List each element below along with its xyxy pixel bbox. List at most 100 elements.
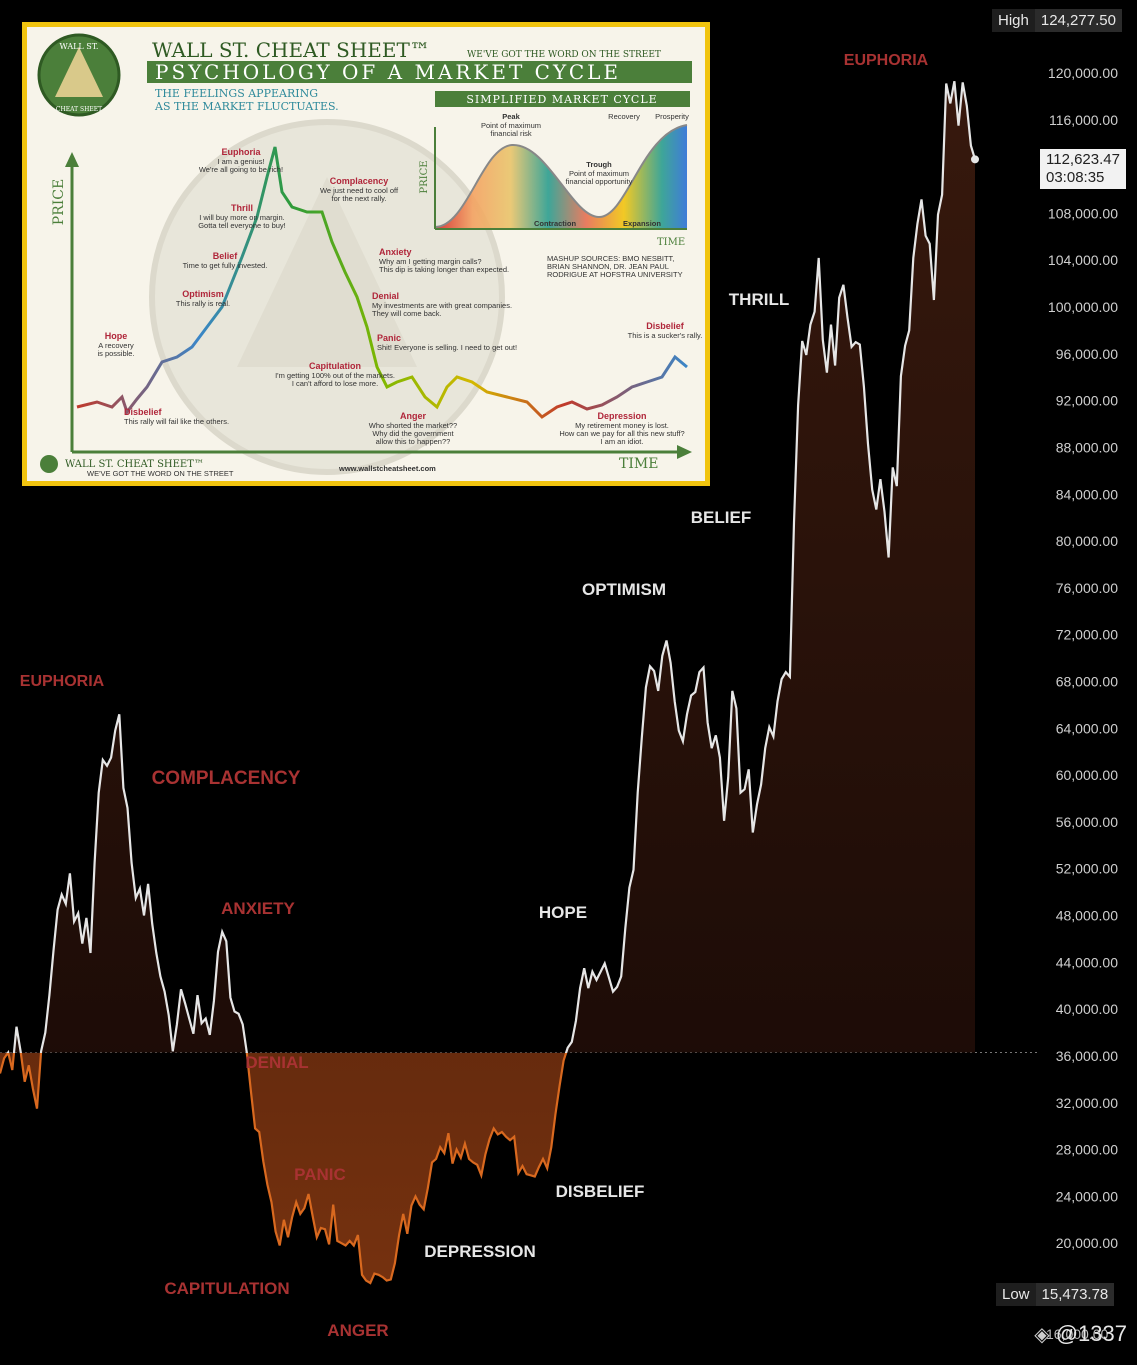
phase-label-optimism: OPTIMISM — [582, 580, 666, 599]
high-value: 124,277.50 — [1034, 9, 1122, 32]
watermark-text: @1337 — [1055, 1321, 1127, 1346]
price-line-below — [0, 1053, 568, 1285]
y-tick-label: 52,000.00 — [1056, 861, 1118, 877]
simplified-banner — [435, 91, 690, 107]
emotion-quote: My investments are with great companies. — [372, 301, 512, 310]
main-time-label: TIME — [619, 456, 658, 472]
title-banner — [147, 61, 692, 83]
emotion-capitulation: Capitulation — [309, 361, 361, 371]
simplified-title: SIMPLIFIED MARKET CYCLE — [466, 93, 657, 106]
trough-note-2: financial opportunity — [566, 177, 633, 186]
emotion-quote: for the next rally. — [332, 194, 387, 203]
emotion-quote: I'm getting 100% out of the markets. — [275, 371, 395, 380]
watermark: ◈ @1337 — [1034, 1321, 1127, 1347]
phase-label-capitulation: CAPITULATION — [164, 1279, 289, 1298]
emotion-quote: I am an idiot. — [601, 437, 644, 446]
emotion-quote: Shit! Everyone is selling. I need to get… — [377, 343, 517, 352]
emotion-quote: This is a sucker's rally. — [628, 331, 703, 340]
phase-label-thrill: THRILL — [729, 290, 789, 309]
last-price-box: 112,623.47 03:08:35 — [1040, 149, 1126, 189]
overlay-tick-label: 16,000.00 — [1046, 1326, 1109, 1342]
emotion-quote: This dip is taking longer than expected. — [379, 265, 509, 274]
y-tick-label: 20,000.00 — [1056, 1235, 1118, 1251]
sources-2: BRIAN SHANNON, DR. JEAN PAUL — [547, 262, 669, 271]
simplified-price-label: PRICE — [419, 160, 430, 193]
y-tick-label: 80,000.00 — [1056, 533, 1118, 549]
phase-label-anxiety: ANXIETY — [221, 899, 295, 918]
y-tick-label: 48,000.00 — [1056, 908, 1118, 924]
y-tick-label: 100,000.00 — [1048, 299, 1118, 315]
peak-note-1: Point of maximum — [481, 121, 541, 130]
market-cycle-infographic: WALL ST. CHEAT SHEET WALL ST. CHEAT SHEE… — [22, 22, 710, 486]
phase-label-belief: BELIEF — [691, 508, 751, 527]
trough-label: Trough — [586, 160, 612, 169]
phase-label-depression: DEPRESSION — [424, 1242, 535, 1261]
phase-label-panic: PANIC — [294, 1165, 346, 1184]
high-label: High — [992, 9, 1035, 32]
emotion-panic: Panic — [377, 333, 401, 343]
emotion-quote: This rally will fail like the others. — [124, 417, 229, 426]
area-below-baseline — [0, 1053, 567, 1283]
brand-title: WALL ST. CHEAT SHEET™ — [152, 38, 430, 62]
phase-label-anger: ANGER — [327, 1321, 388, 1340]
low-value: 15,473.78 — [1035, 1283, 1115, 1306]
y-axis: 20,000.00 24,000.00 28,000.00 32,000.00 36,0… — [1048, 65, 1118, 1251]
y-tick-label: 56,000.00 — [1056, 814, 1118, 830]
y-tick-label: 28,000.00 — [1056, 1142, 1118, 1158]
y-tick-label: 108,000.00 — [1048, 205, 1118, 221]
emotion-quote: allow this to happen?? — [376, 437, 451, 446]
emotion-quote: Why did the government — [372, 429, 454, 438]
y-tick-label: 104,000.00 — [1048, 252, 1118, 268]
prosperity-label: Prosperity — [655, 112, 689, 121]
main-price-label: PRICE — [51, 179, 67, 225]
seal-pyramid-icon — [55, 47, 103, 97]
phase-label-hope: HOPE — [539, 903, 587, 922]
y-tick-label: 36,000.00 — [1056, 1048, 1118, 1064]
phase-label-euphoria: EUPHORIA — [20, 673, 105, 690]
emotion-quote: We just need to cool off — [320, 186, 399, 195]
phase-label-complacency: COMPLACENCY — [152, 768, 301, 789]
sources-1: MASHUP SOURCES: BMO NESBITT, — [547, 254, 674, 263]
emotion-complacency: Complacency — [330, 176, 389, 186]
phase-label-denial: DENIAL — [245, 1053, 308, 1072]
infographic-title: PSYCHOLOGY OF A MARKET CYCLE — [155, 60, 621, 84]
brand-tagline: WE'VE GOT THE WORD ON THE STREET — [467, 50, 661, 60]
phase-label-disbelief: DISBELIEF — [556, 1182, 645, 1201]
simplified-time-label: TIME — [657, 237, 685, 248]
y-tick-label: 120,000.00 — [1048, 65, 1118, 81]
high-marker: High 124,277.50 — [992, 9, 1122, 32]
subtitle-1: THE FEELINGS APPEARING — [155, 87, 318, 100]
emotion-quote: Gotta tell everyone to buy! — [198, 221, 286, 230]
low-marker: Low 15,473.78 — [996, 1283, 1115, 1306]
y-tick-label: 72,000.00 — [1056, 627, 1118, 643]
peak-label: Peak — [502, 112, 520, 121]
emotion-euphoria: Euphoria — [221, 147, 261, 157]
emotion-anger: Anger — [400, 411, 427, 421]
emotion-quote: A recovery — [98, 341, 134, 350]
emotion-quote: Time to get fully invested. — [183, 261, 268, 270]
infographic-url: www.wallstcheatsheet.com — [338, 464, 436, 473]
emotion-quote: My retirement money is lost. — [575, 421, 669, 430]
expansion-label: Expansion — [623, 219, 661, 228]
emotion-quote: This rally is real. — [176, 299, 230, 308]
countdown: 03:08:35 — [1046, 169, 1105, 186]
y-tick-label: 84,000.00 — [1056, 486, 1118, 502]
emotion-hope: Hope — [105, 331, 128, 341]
footer-brand: WALL ST. CHEAT SHEET™ — [65, 459, 204, 470]
y-tick-label: 60,000.00 — [1056, 767, 1118, 783]
last-price-value: 112,623.47 — [1046, 151, 1120, 168]
emotion-quote: I am a genius! — [217, 157, 264, 166]
footer-logo-icon — [40, 455, 58, 473]
seal-text-bottom: CHEAT SHEET — [56, 106, 102, 113]
emotion-quote: How can we pay for all this new stuff? — [559, 429, 684, 438]
phase-label-euphoria: EUPHORIA — [844, 52, 929, 69]
emotion-disbelief: Disbelief — [124, 407, 163, 417]
y-tick-label: 116,000.00 — [1049, 112, 1118, 128]
recovery-label: Recovery — [608, 112, 640, 121]
phase-labels: EUPHORIA COMPLACENCY ANXIETY DENIAL PANIC CAP… — [20, 52, 929, 1340]
emotion-quote: Who shorted the market?? — [369, 421, 457, 430]
seal-text-top: WALL ST. — [60, 42, 99, 51]
trough-note-1: Point of maximum — [569, 169, 629, 178]
emotion-quote: I will buy more on margin. — [199, 213, 284, 222]
